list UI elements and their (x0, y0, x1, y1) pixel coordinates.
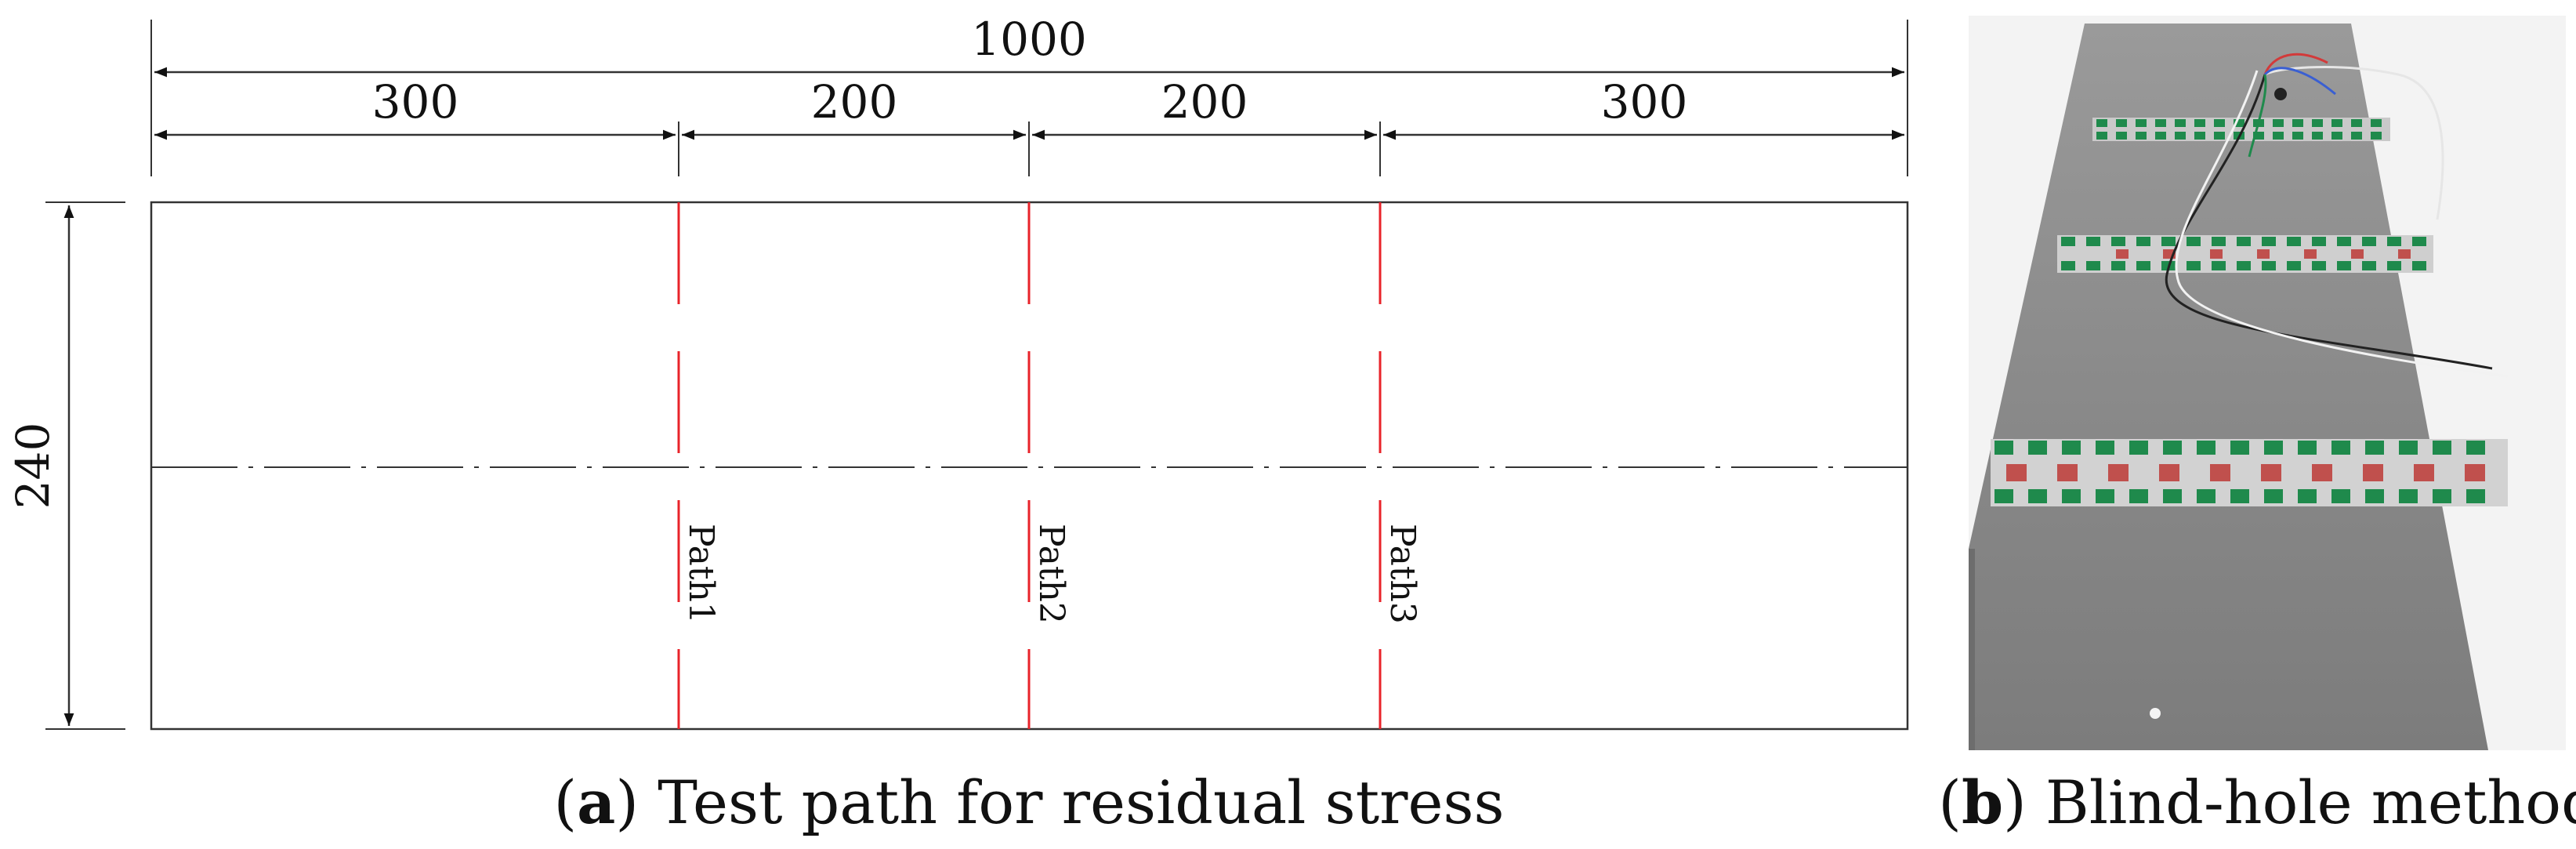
dim-label-seg2: 200 (811, 75, 898, 129)
dim-label-seg4: 300 (1601, 75, 1688, 129)
segment-dimensions: 300 200 200 300 (154, 75, 1904, 140)
caption-a-letter: a (577, 767, 615, 837)
caption-b-text: Blind-hole method (2027, 767, 2576, 837)
caption-b: (b) Blind-hole method (1938, 767, 2576, 837)
gauge-row-3 (1991, 439, 2508, 506)
lead-wires (2165, 53, 2509, 378)
gauge-row-2 (2057, 235, 2433, 273)
path-labels: Path1 Path2 Path3 (681, 524, 1422, 624)
gauge-row-1 (2092, 118, 2390, 141)
path-label-2: Path2 (1031, 524, 1071, 624)
height-dimension: 240 (6, 201, 125, 730)
photo-blind-hole (1969, 16, 2566, 750)
caption-a-text: Test path for residual stress (639, 767, 1504, 837)
test-paths (677, 202, 1382, 729)
dim-label-seg1: 300 (372, 75, 459, 129)
panel-b: (b) Blind-hole method (1938, 16, 2576, 837)
caption-b-letter: b (1962, 767, 2003, 837)
dim-label-height: 240 (6, 423, 60, 510)
panel-a: 1000 300 200 200 300 240 (6, 13, 1909, 837)
steel-plate (1969, 24, 2488, 750)
extension-lines (150, 20, 1908, 176)
caption-a: (a) Test path for residual stress (553, 767, 1504, 837)
dim-label-total: 1000 (971, 13, 1087, 66)
path-label-1: Path1 (681, 524, 721, 624)
dim-label-seg3: 200 (1161, 75, 1248, 129)
path-label-3: Path3 (1382, 524, 1422, 624)
